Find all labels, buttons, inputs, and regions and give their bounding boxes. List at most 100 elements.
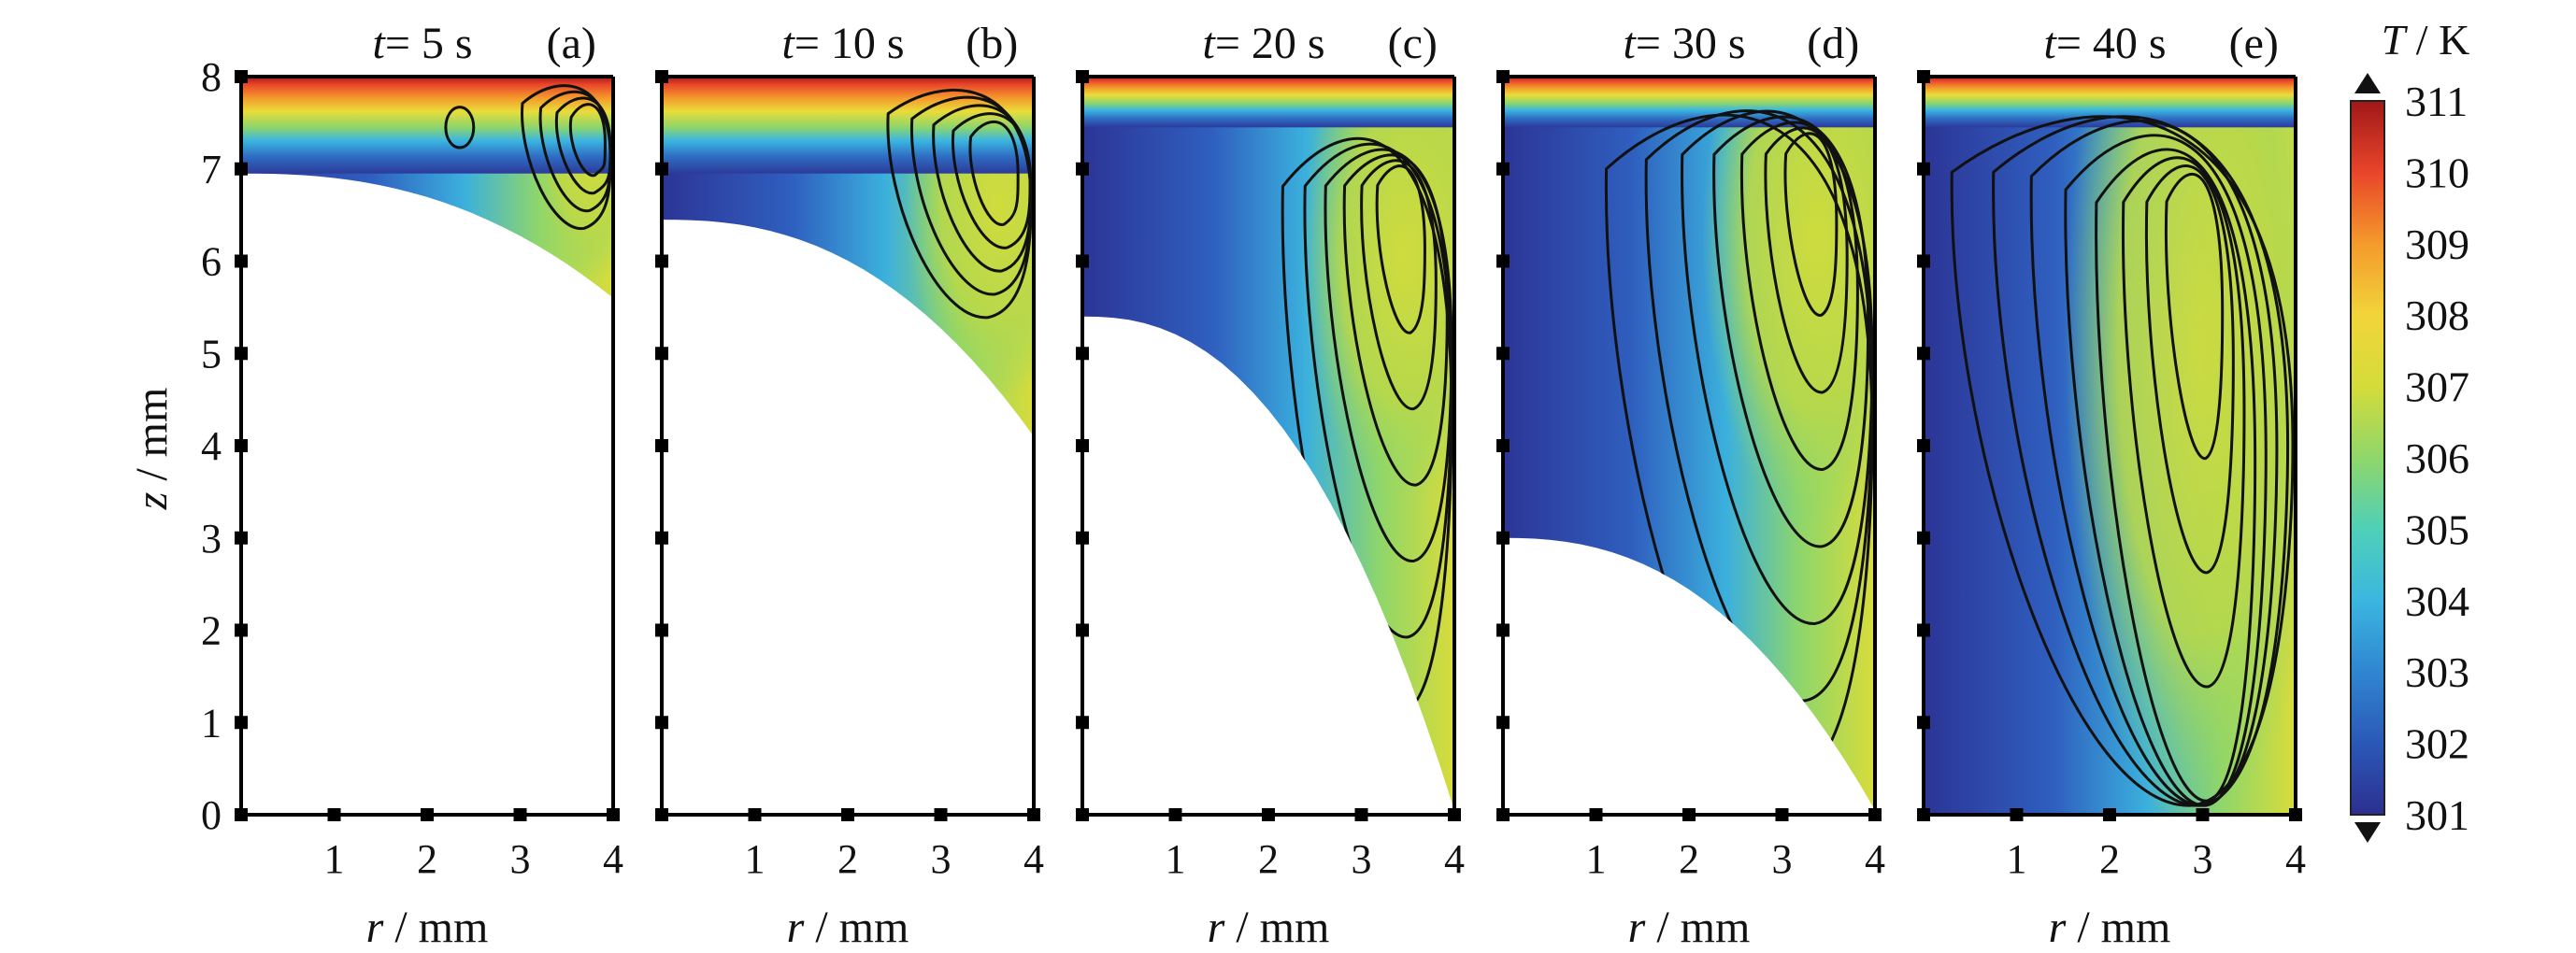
y-tick-mark: [1496, 347, 1510, 361]
hot-layer: [241, 77, 613, 174]
x-tick-mark: [748, 808, 762, 821]
streamline: [568, 103, 607, 178]
x-tick-label: 2: [2099, 836, 2120, 882]
hot-layer: [1924, 77, 2296, 128]
y-tick-mark: [1917, 439, 1930, 452]
x-axis-unit: / mm: [1224, 903, 1329, 952]
y-tick-mark: [1917, 254, 1930, 268]
x-tick-mark: [1775, 808, 1789, 821]
y-tick-label: 6: [201, 239, 222, 285]
x-tick-mark: [655, 808, 668, 821]
x-axis-label: r / mm: [787, 903, 909, 952]
y-tick-mark: [235, 439, 248, 452]
hot-layer: [662, 77, 1034, 174]
y-tick-mark: [655, 716, 668, 730]
streamline: [1950, 115, 2295, 807]
x-tick-mark: [841, 808, 854, 821]
panel-title: t= 20 s: [1202, 19, 1324, 68]
y-tick-mark: [1496, 716, 1510, 730]
streamline: [2064, 134, 2268, 807]
x-tick-mark: [1496, 808, 1510, 821]
y-tick-mark: [235, 347, 248, 361]
x-tick-mark: [1076, 808, 1089, 821]
x-tick-mark: [1262, 808, 1275, 821]
y-tick-mark: [655, 439, 668, 452]
colorbar-tick-label: 301: [2405, 791, 2469, 839]
panel-time-variable: t: [1202, 19, 1216, 68]
y-tick-mark: [235, 716, 248, 730]
x-tick-mark: [607, 808, 620, 821]
colorbar-tick-label: 308: [2405, 292, 2469, 339]
panel-time-value: = 10 s: [794, 19, 905, 68]
y-tick-mark: [1076, 347, 1089, 361]
colorbar-tick-label: 303: [2405, 648, 2469, 696]
x-tick-label: 2: [1258, 836, 1279, 882]
y-tick-mark: [655, 347, 668, 361]
streamline: [1992, 115, 2290, 807]
x-tick-mark: [2010, 808, 2024, 821]
colorbar-tick-label: 305: [2405, 505, 2469, 553]
fluid-field: [1503, 77, 1875, 811]
y-tick-mark: [1496, 70, 1510, 83]
y-tick-mark: [655, 254, 668, 268]
panel-time-variable: t: [781, 19, 795, 68]
y-tick-mark: [655, 70, 668, 83]
panel-time-variable: t: [372, 19, 386, 68]
x-axis-unit: / mm: [383, 903, 488, 952]
x-tick-label: 3: [1352, 836, 1372, 882]
x-axis-variable: r: [1628, 903, 1646, 952]
panel-time-variable: t: [1623, 19, 1637, 68]
x-tick-mark: [235, 808, 248, 821]
warm-core: [1300, 77, 1454, 501]
streamline: [1783, 132, 1839, 317]
x-axis-unit: / mm: [2066, 903, 2170, 952]
colorbar: 311 310 309 308 307 306 305 304 303 302 301 T / K: [2350, 16, 2469, 843]
colorbar-variable: T: [2382, 16, 2409, 64]
x-tick-label: 1: [324, 836, 345, 882]
x-axis-label: r / mm: [366, 903, 489, 952]
colorbar-bar: [2350, 100, 2385, 816]
colorbar-tick-label: 311: [2405, 78, 2468, 125]
colorbar-tick-label: 310: [2405, 149, 2469, 196]
x-tick-mark: [2196, 808, 2210, 821]
x-tick-label: 3: [2193, 836, 2213, 882]
x-tick-mark: [1354, 808, 1368, 821]
colorbar-unit: / K: [2405, 16, 2469, 64]
y-tick-mark: [1917, 716, 1930, 730]
y-tick-label: 0: [201, 792, 222, 838]
panel-time-value: = 30 s: [1636, 19, 1746, 68]
streamline: [444, 106, 476, 149]
colorbar-tick-label: 302: [2405, 720, 2469, 768]
y-tick-mark: [235, 254, 248, 268]
x-tick-mark: [2103, 808, 2116, 821]
x-tick-mark: [1168, 808, 1182, 821]
y-tick-mark: [1496, 439, 1510, 452]
streamline: [2121, 156, 2246, 689]
x-tick-label: 4: [1444, 836, 1465, 882]
y-tick-label: 1: [201, 700, 222, 746]
y-tick-mark: [1917, 70, 1930, 83]
y-tick-mark: [1076, 254, 1089, 268]
y-tick-label: 2: [201, 608, 222, 654]
x-tick-label: 4: [2285, 836, 2306, 882]
x-tick-label: 4: [1023, 836, 1044, 882]
panel-letter: (e): [2229, 19, 2279, 68]
x-tick-mark: [421, 808, 434, 821]
x-tick-label: 1: [2007, 836, 2027, 882]
fluid-field: [241, 77, 613, 298]
y-tick-mark: [655, 531, 668, 545]
x-tick-label: 2: [1679, 836, 1699, 882]
panel-title: t= 10 s: [781, 19, 904, 68]
streamline: [2164, 172, 2225, 461]
panel-time-value: = 5 s: [385, 19, 473, 68]
panel-letter: (d): [1807, 19, 1859, 68]
x-axis-variable: r: [366, 903, 384, 952]
y-tick-label: 3: [201, 516, 222, 562]
y-tick-mark: [1496, 254, 1510, 268]
panel-b: 1 2 3 4 r / mm t= 10 s (b): [655, 19, 1044, 952]
y-tick-mark: [1496, 162, 1510, 176]
fluid-field: [662, 77, 1034, 437]
x-axis-unit: / mm: [1645, 903, 1750, 952]
